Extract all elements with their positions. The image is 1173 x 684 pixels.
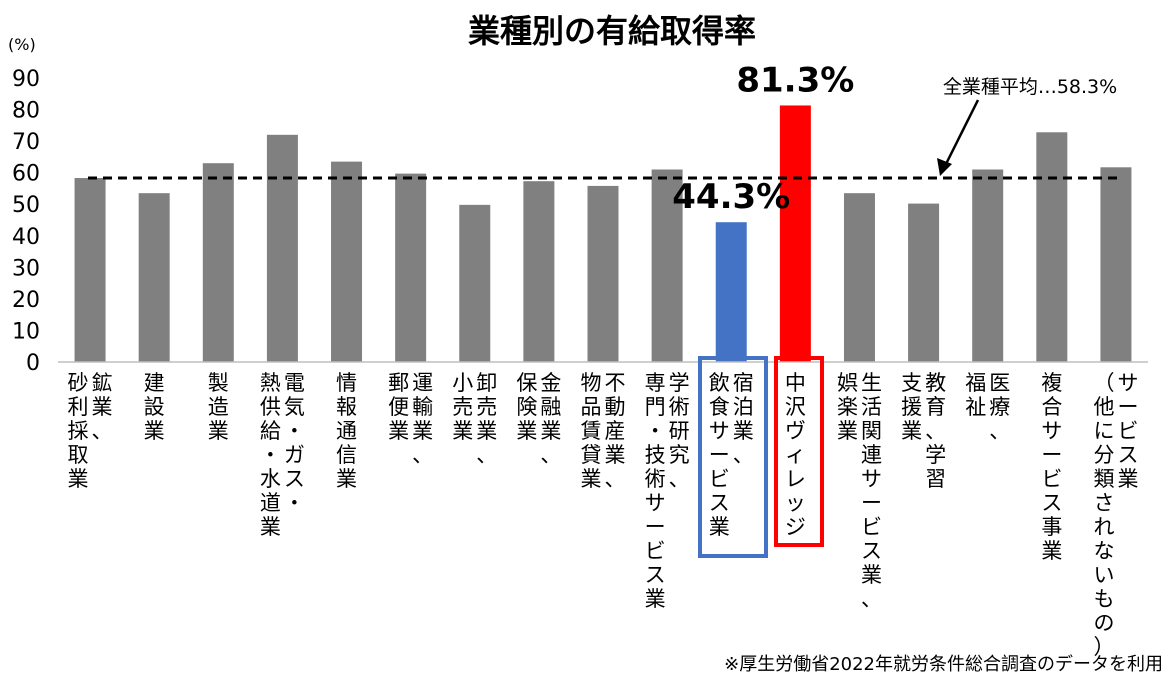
category-labels: 鉱業、砂利採取業 建設業 製造業 電気・ガス・熱供給・水道業 情報通信業 運輸業、郵便業 卸… [68, 371, 1139, 659]
category-label: 電気・ガス・ [284, 371, 305, 515]
category-label: 支援業 [901, 371, 922, 443]
category-label: 小売業 [452, 371, 473, 443]
category-label: 中沢ヴィレッジ [785, 371, 806, 539]
category-label: 医療、 [989, 371, 1010, 443]
bar [587, 185, 619, 362]
category-label: 卸売業、 [476, 371, 497, 467]
bar [266, 134, 298, 362]
y-tick-label: 20 [12, 288, 40, 313]
category-label: 不動産業、 [605, 371, 626, 491]
footnote: ※厚生労働省2022年就労条件総合調査のデータを利用 [724, 654, 1163, 675]
category-label: 建設業 [144, 371, 165, 443]
data-label: 81.3% [736, 60, 854, 100]
bar [459, 204, 491, 362]
average-arrow-shaft [944, 99, 980, 165]
category-label: サービス業 [1117, 371, 1138, 491]
category-label: 鉱業、 [92, 371, 113, 443]
category-label: 金融業、 [540, 371, 561, 467]
category-label: 製造業 [208, 371, 229, 443]
bar [138, 193, 170, 362]
data-labels: 44.3% 81.3% [672, 60, 854, 217]
average-arrow-head [937, 158, 952, 176]
highlight-boxes [698, 356, 824, 558]
y-tick-label: 90 [12, 67, 40, 92]
bar [972, 169, 1004, 362]
y-axis-ticks: 0 10 20 30 40 50 60 70 80 90 [12, 67, 40, 376]
category-label: 娯楽業 [837, 371, 858, 443]
bar [523, 181, 555, 362]
category-label: 飲食サービス業 [709, 371, 730, 539]
bar [715, 222, 747, 362]
category-label: 情報通信業 [336, 371, 357, 491]
category-label: 砂利採取業 [68, 371, 89, 491]
category-label: 福祉 [965, 371, 986, 419]
bar [1036, 132, 1068, 362]
category-label: 熱供給・水道業 [260, 371, 281, 539]
bar [202, 163, 234, 362]
category-label: 保険業 [516, 371, 537, 443]
category-label: 専門・技術サービス業 [645, 371, 666, 611]
y-tick-label: 0 [26, 351, 40, 376]
y-unit-label: (%) [8, 35, 36, 54]
data-label: 44.3% [672, 177, 790, 217]
category-label: 教育、学習 [925, 371, 946, 491]
category-label: 複合サービス事業 [1041, 371, 1062, 563]
category-label: 郵便業 [388, 371, 409, 443]
category-label: （他に分類されないもの） [1093, 371, 1114, 659]
bar [74, 178, 106, 362]
y-tick-label: 40 [12, 225, 40, 250]
highlight-box [774, 356, 824, 547]
bar [779, 105, 811, 362]
bar [908, 203, 940, 362]
bars [74, 105, 1132, 362]
category-label: 運輸業、 [412, 371, 433, 467]
bar [1100, 167, 1132, 362]
average-reference-line: 全業種平均…58.3% [88, 76, 1122, 180]
bar [331, 161, 363, 362]
y-tick-label: 60 [12, 162, 40, 187]
chart-title: 業種別の有給取得率 [468, 12, 756, 50]
y-tick-label: 30 [12, 256, 40, 281]
category-label: 宿泊業、 [733, 371, 754, 467]
average-line-label: 全業種平均…58.3% [943, 76, 1117, 98]
category-label: 学術研究、 [669, 371, 690, 491]
category-label: 物品賃貸業 [581, 371, 602, 491]
y-tick-label: 80 [12, 99, 40, 124]
highlight-box [698, 356, 768, 558]
y-tick-label: 10 [12, 319, 40, 344]
y-tick-label: 50 [12, 193, 40, 218]
category-label: 生活関連サービス業、 [861, 371, 882, 611]
y-tick-label: 70 [12, 130, 40, 155]
bar [843, 193, 875, 362]
bar [651, 169, 683, 362]
bar [395, 173, 427, 362]
